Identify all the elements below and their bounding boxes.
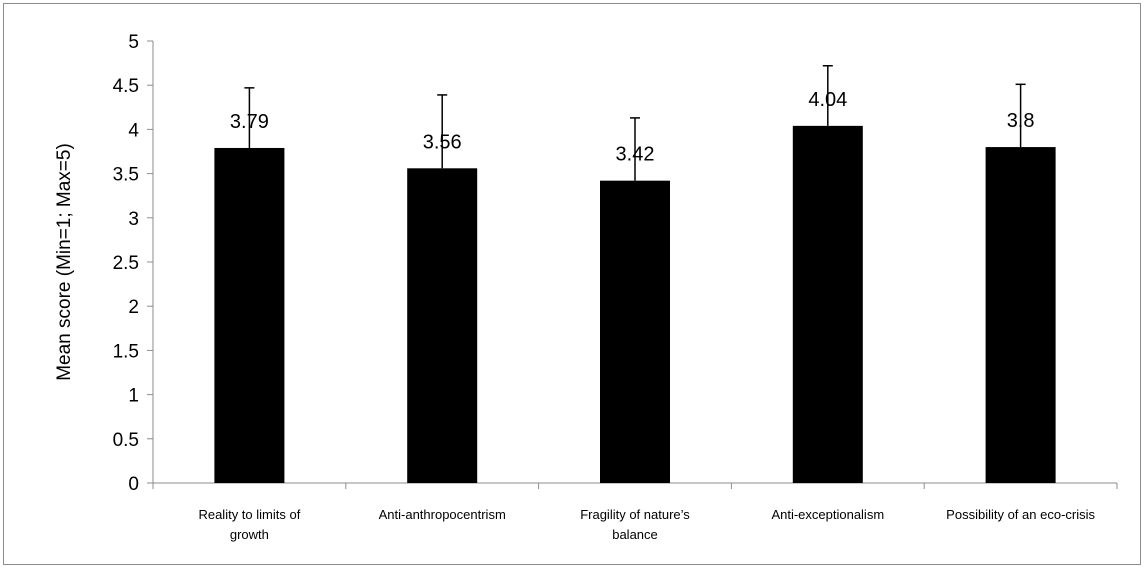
y-tick-label: 1.5 xyxy=(113,341,139,362)
x-category-label: Anti-anthropocentrism xyxy=(379,507,506,522)
y-tick-label: 2 xyxy=(128,297,139,318)
x-category-label-line: balance xyxy=(612,527,658,542)
chart-frame xyxy=(3,3,1141,565)
x-category-label: Anti-exceptionalism xyxy=(771,507,884,522)
y-axis-title: Mean score (Min=1; Max=5) xyxy=(54,143,75,381)
y-tick-label: 4.5 xyxy=(113,76,139,97)
data-label: 3.8 xyxy=(1007,110,1035,132)
y-tick-label: 0.5 xyxy=(113,430,139,451)
y-tick-label: 0 xyxy=(128,474,139,495)
data-label: 4.04 xyxy=(808,89,847,111)
data-label: 3.42 xyxy=(616,144,655,166)
bar xyxy=(792,125,863,483)
x-category-label: Possibility of an eco-crisis xyxy=(946,507,1095,522)
x-category-label: Reality to limits of growth xyxy=(198,507,300,542)
y-tick-label: 2.5 xyxy=(113,253,139,274)
bars: 3.79 3.56 3.42 4.04 3.8 xyxy=(214,65,1056,484)
x-category-label: Fragility of nature’s balance xyxy=(580,507,690,542)
bar xyxy=(985,147,1056,483)
bar xyxy=(600,180,670,483)
bar xyxy=(407,168,478,483)
y-tick-label: 4 xyxy=(128,120,139,141)
data-label: 3.79 xyxy=(230,111,269,133)
y-tick-label: 5 xyxy=(128,32,139,53)
y-tick-label: 3 xyxy=(128,209,139,230)
axes: 0 0.5 1 1.5 2 2.5 3 3.5 4 4.5 5 Reality to limits o… xyxy=(113,32,1118,542)
x-category-label-line: Anti-exceptionalism xyxy=(771,507,884,522)
bar xyxy=(214,147,285,484)
x-category-label-line: Possibility of an eco-crisis xyxy=(946,507,1095,522)
data-label: 3.56 xyxy=(423,131,462,153)
x-category-label-line: growth xyxy=(230,527,269,542)
y-tick-label: 3.5 xyxy=(113,165,139,186)
x-category-label-line: Anti-anthropocentrism xyxy=(379,507,506,522)
y-tick-label: 1 xyxy=(128,386,139,407)
x-category-label-line: Fragility of nature’s xyxy=(580,507,690,522)
x-category-label-line: Reality to limits of xyxy=(198,507,300,522)
